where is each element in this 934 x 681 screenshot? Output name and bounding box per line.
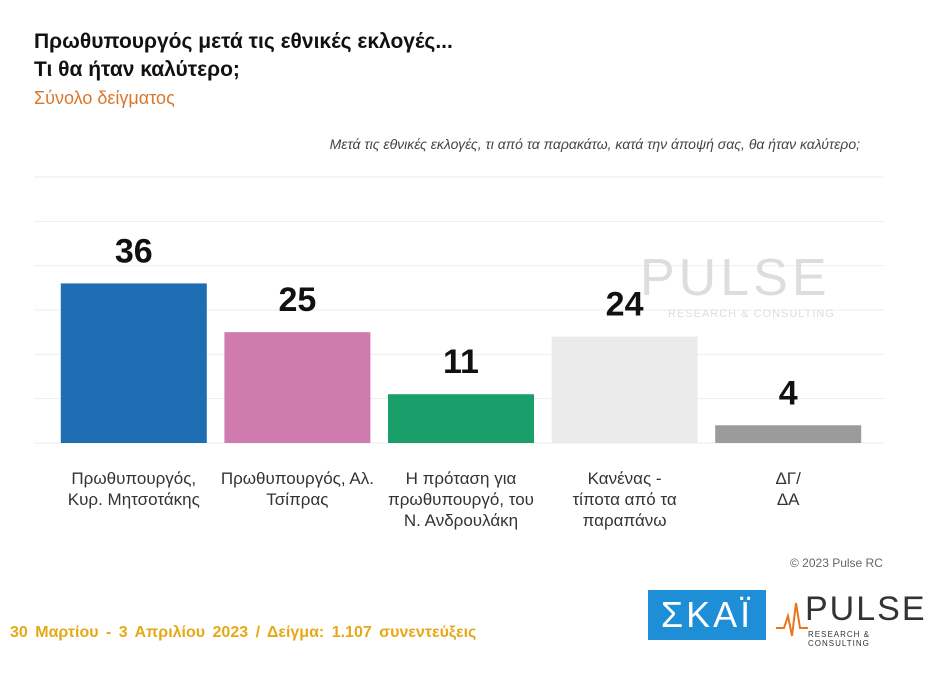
watermark-tagline: RESEARCH & CONSULTING — [668, 308, 835, 320]
footer: 30 Μαρτίου - 3 Απριλίου 2023 / Δείγμα: 1… — [10, 624, 477, 641]
value-label: 4 — [779, 374, 798, 412]
question: Μετά τις εθνικές εκλογές, τι από τα παρα… — [329, 136, 860, 152]
x-tick-label: ΔΓ/ ΔΑ — [775, 469, 801, 509]
bar — [388, 394, 534, 443]
pulse-tagline: RESEARCH & CONSULTING — [808, 630, 871, 648]
bar — [60, 283, 207, 443]
x-tick-label: Η πρόταση για πρωθυπουργό, του Ν. Ανδρου… — [388, 469, 534, 530]
value-label: 11 — [443, 343, 479, 381]
bar — [224, 332, 371, 443]
watermark: PULSE — [640, 249, 831, 307]
title: Πρωθυπουργός μετά τις εθνικές εκλογές... — [34, 30, 453, 53]
x-tick-label: Πρωθυπουργός, Κυρ. Μητσοτάκης — [67, 469, 200, 509]
bar — [551, 336, 698, 443]
pulse-icon — [776, 602, 808, 637]
value-label: 36 — [115, 232, 153, 270]
value-label: 24 — [606, 286, 644, 324]
title: Τι θα ήταν καλύτερο; — [34, 58, 240, 81]
pulse-logo: PULSE — [805, 590, 927, 628]
x-tick-label: Κανένας - τίποτα από τα παραπάνω — [572, 469, 677, 530]
skai-logo: ΣΚΑΪ — [648, 590, 766, 640]
x-tick-label: Πρωθυπουργός, Αλ. Τσίπρας — [220, 469, 374, 509]
subtitle: Σύνολο δείγματος — [34, 88, 175, 108]
copyright: © 2023 Pulse RC — [790, 556, 883, 570]
value-label: 25 — [278, 281, 316, 319]
bar — [715, 425, 862, 443]
